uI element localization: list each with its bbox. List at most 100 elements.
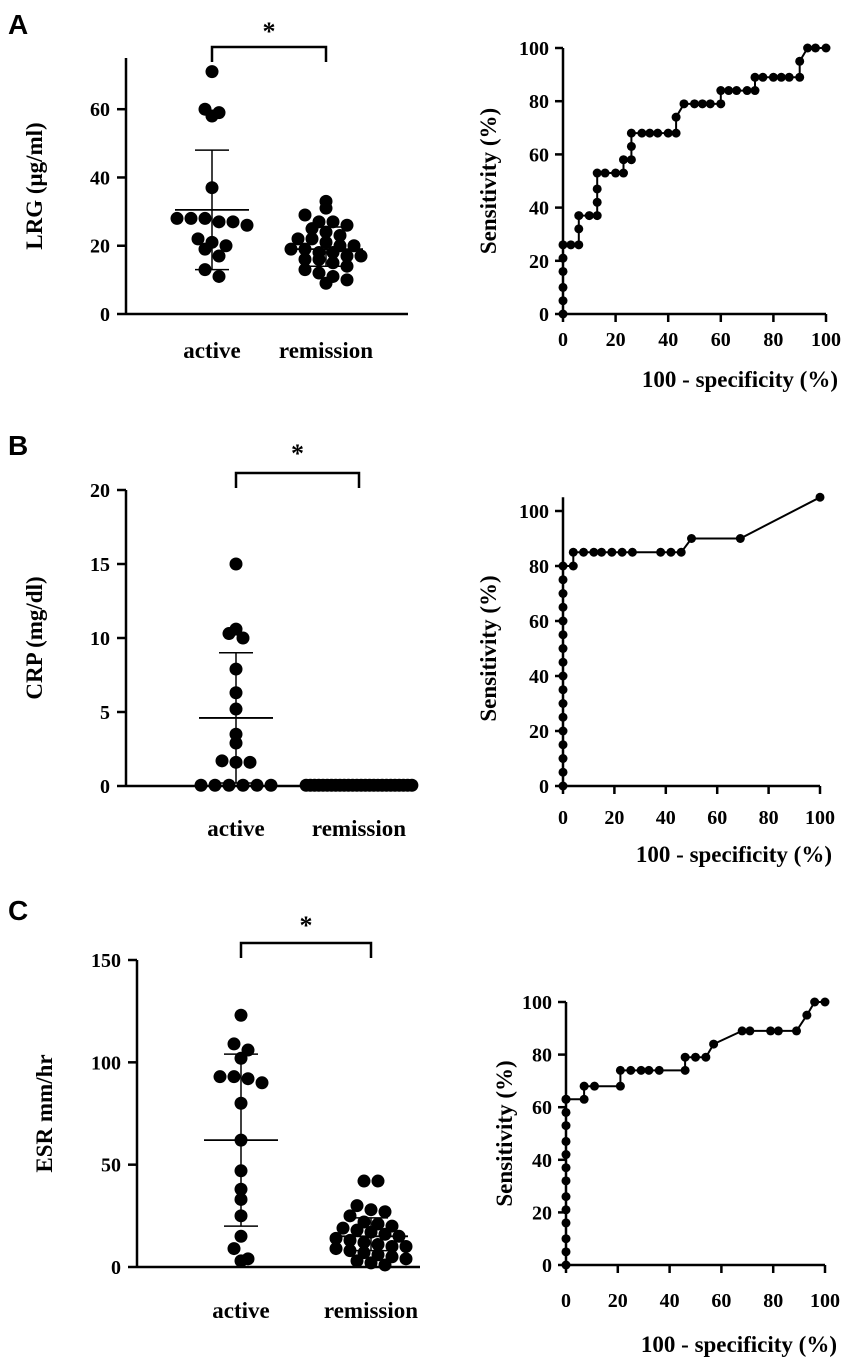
- x-tick-label: 60: [711, 1290, 731, 1312]
- roc-point: [607, 547, 617, 557]
- roc-point: [561, 1094, 571, 1104]
- roc-point: [558, 712, 568, 722]
- roc-point: [618, 168, 628, 178]
- x-axis-label: 100 - specificity (%): [636, 842, 832, 867]
- roc-point: [579, 547, 589, 557]
- x-tick-label: 0: [561, 1290, 571, 1312]
- roc-point: [626, 155, 636, 165]
- y-tick-label: 80: [529, 91, 549, 113]
- panel-c-roc-curve: 0 20 40 60 80 100 0 20 40 60 80 100 Sensitivity (%) 1…: [492, 992, 840, 1357]
- y-tick-label: 60: [529, 611, 549, 633]
- x-axis-label: 100 - specificity (%): [642, 367, 838, 392]
- significance-star: *: [300, 911, 313, 940]
- x-tick-label: 60: [707, 807, 727, 829]
- data-point: [191, 232, 205, 246]
- data-point: [350, 1199, 364, 1213]
- roc-point: [579, 1081, 589, 1091]
- y-tick-label: 40: [532, 1150, 552, 1172]
- data-point: [234, 1254, 248, 1268]
- roc-curve-line: [565, 1001, 825, 1265]
- roc-point: [735, 534, 745, 543]
- data-point: [229, 557, 243, 571]
- data-point: [354, 249, 368, 263]
- data-point: [236, 631, 250, 645]
- roc-point: [732, 86, 742, 96]
- significance-bracket: [234, 471, 361, 488]
- data-point: [350, 1223, 364, 1237]
- roc-point: [645, 128, 655, 138]
- y-tick-label: 0: [100, 776, 110, 798]
- roc-point: [558, 309, 568, 319]
- data-point: [343, 1209, 357, 1223]
- category-label: active: [183, 338, 240, 363]
- data-point: [340, 249, 354, 263]
- roc-point: [589, 547, 599, 557]
- data-point: [378, 1258, 392, 1272]
- data-point: [205, 109, 219, 123]
- roc-point: [558, 726, 568, 736]
- y-axis-label: Sensitivity (%): [476, 575, 501, 721]
- roc-point: [815, 492, 825, 502]
- significance-bracket: [239, 941, 373, 958]
- data-point: [222, 627, 236, 641]
- roc-point: [561, 1205, 571, 1215]
- roc-point: [758, 72, 768, 82]
- roc-point: [561, 1121, 571, 1131]
- roc-point: [615, 1081, 625, 1091]
- data-point: [340, 259, 354, 273]
- roc-point: [584, 211, 594, 221]
- x-tick-label: 80: [763, 1290, 783, 1312]
- data-point: [305, 232, 319, 246]
- roc-point: [750, 86, 760, 96]
- category-label: remission: [279, 338, 373, 363]
- roc-point: [615, 1065, 625, 1075]
- data-point: [385, 1240, 399, 1254]
- roc-point: [697, 99, 707, 109]
- roc-point: [636, 1065, 646, 1075]
- data-point: [364, 1203, 378, 1217]
- roc-point: [626, 1065, 636, 1075]
- roc-point: [676, 547, 686, 557]
- data-point: [298, 252, 312, 266]
- data-point: [336, 1221, 350, 1235]
- roc-point: [558, 616, 568, 626]
- roc-point: [561, 1234, 571, 1244]
- y-tick-label: 0: [100, 304, 110, 326]
- x-tick-label: 40: [658, 329, 678, 351]
- roc-point: [574, 240, 584, 250]
- data-point: [226, 215, 240, 229]
- panel-b-roc-curve: 0 20 40 60 80 100 0 20 40 60 80 100 Sensitivity (%) 1…: [476, 492, 835, 867]
- roc-point: [561, 1163, 571, 1173]
- significance-star: *: [291, 439, 304, 468]
- y-tick-label: 80: [532, 1045, 552, 1067]
- y-tick-label: 20: [90, 236, 110, 258]
- x-axis-label: 100 - specificity (%): [641, 1332, 837, 1357]
- roc-point: [737, 1026, 747, 1036]
- y-tick-label: 20: [529, 251, 549, 273]
- y-axis-label: Sensitivity (%): [476, 108, 501, 254]
- y-tick-label: 0: [111, 1257, 121, 1279]
- roc-point: [579, 1094, 589, 1104]
- data-point: [333, 228, 347, 242]
- data-point: [205, 65, 219, 79]
- data-point: [215, 754, 229, 768]
- roc-point: [795, 72, 805, 82]
- roc-point: [701, 1052, 711, 1062]
- y-tick-label: 0: [539, 776, 549, 798]
- y-tick-label: 150: [91, 950, 121, 972]
- roc-point: [574, 224, 584, 234]
- y-axis-label: CRP (mg/dl): [22, 576, 47, 699]
- roc-point: [561, 1150, 571, 1160]
- data-point: [227, 1242, 241, 1256]
- roc-point: [558, 253, 568, 263]
- x-tick-label: 0: [558, 807, 568, 829]
- roc-point: [810, 997, 820, 1007]
- y-tick-label: 0: [542, 1255, 552, 1277]
- roc-point: [558, 282, 568, 292]
- y-tick-label: 0: [539, 304, 549, 326]
- roc-point: [687, 534, 696, 543]
- data-point: [194, 778, 208, 792]
- roc-point: [558, 685, 568, 695]
- roc-point: [558, 754, 568, 763]
- roc-point: [561, 1192, 571, 1202]
